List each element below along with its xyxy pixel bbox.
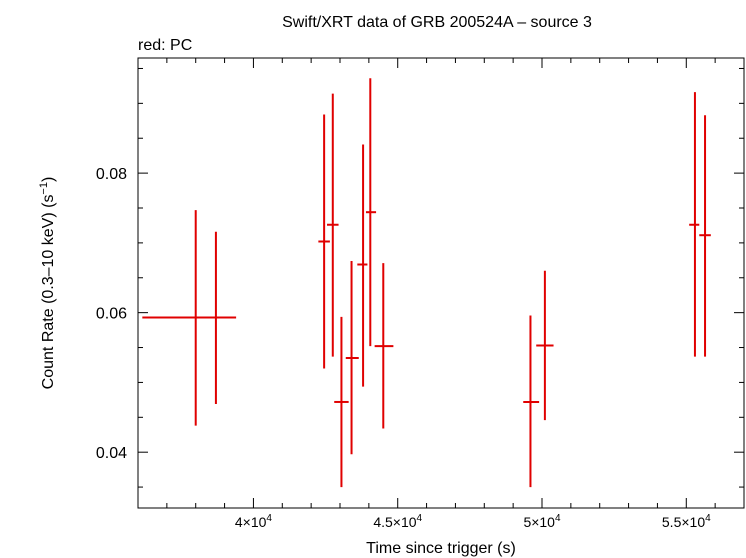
y-axis-label-sup: −1 [38, 182, 50, 195]
x-tick-label: 5.5×104 [662, 513, 711, 530]
x-tick-label-mantissa: 4.5×10 [373, 514, 416, 530]
x-tick-label-exponent: 4 [266, 513, 272, 524]
data-point [365, 78, 377, 347]
x-tick-label: 4.5×104 [373, 513, 422, 530]
y-axis-label-end: ) [40, 177, 57, 182]
chart-title: Swift/XRT data of GRB 200524A – source 3 [282, 14, 592, 31]
x-tick-label: 4×104 [235, 513, 273, 530]
data-point [357, 144, 368, 387]
data-point [327, 93, 339, 357]
x-tick-label-exponent: 4 [417, 513, 423, 524]
data-point [195, 231, 237, 405]
data-point [536, 270, 554, 421]
data-points [142, 78, 711, 488]
y-tick-label: 0.08 [96, 166, 127, 183]
chart-subtitle: red: PC [138, 37, 192, 54]
data-point [699, 115, 711, 357]
data-point [523, 315, 540, 488]
data-point [318, 114, 330, 369]
x-axis-label: Time since trigger (s) [366, 540, 516, 557]
data-point [374, 263, 394, 429]
x-tick-label-mantissa: 5.5×10 [662, 514, 705, 530]
x-tick-label: 5×104 [523, 513, 561, 530]
data-point [689, 92, 700, 357]
x-tick-labels: 4×104 4.5×104 5×104 5.5×104 [235, 513, 711, 530]
y-tick-labels: 0.04 0.06 0.08 [96, 166, 127, 462]
data-point [334, 316, 349, 488]
data-point [345, 261, 359, 455]
y-axis-label: Count Rate (0.3–10 keV) (s−1) [38, 177, 57, 390]
y-axis-label-main: Count Rate (0.3–10 keV) (s [40, 195, 57, 390]
plot-frame [137, 57, 745, 509]
x-tick-label-mantissa: 4×10 [235, 514, 267, 530]
axis-ticks [137, 58, 745, 508]
x-tick-label-mantissa: 5×10 [523, 514, 555, 530]
x-tick-label-exponent: 4 [705, 513, 711, 524]
y-tick-label: 0.06 [96, 306, 127, 323]
y-tick-label: 0.04 [96, 445, 127, 462]
x-tick-label-exponent: 4 [555, 513, 561, 524]
